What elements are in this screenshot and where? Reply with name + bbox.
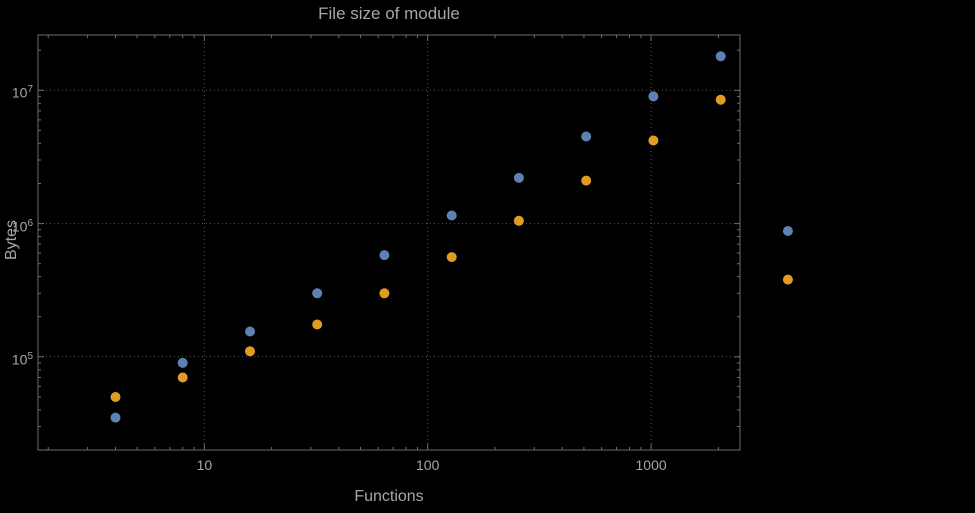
data-point-orange xyxy=(446,252,457,263)
x-tick-label: 100 xyxy=(416,457,440,473)
x-axis-label: Functions xyxy=(354,488,424,505)
data-point-orange xyxy=(715,94,726,105)
data-point-orange xyxy=(782,274,793,285)
data-point-orange xyxy=(312,319,323,330)
data-point-blue xyxy=(581,131,592,142)
data-point-blue xyxy=(715,51,726,62)
data-point-blue xyxy=(782,226,793,236)
data-point-blue xyxy=(110,412,121,423)
data-point-blue xyxy=(379,250,390,261)
chart-title: File size of module xyxy=(318,4,460,23)
plot-frame xyxy=(37,34,741,451)
y-tick-label: 107 xyxy=(11,84,33,101)
x-tick-label: 10 xyxy=(196,457,213,473)
data-point-blue xyxy=(245,326,255,337)
data-point-blue xyxy=(513,172,524,183)
y-tick-label: 106 xyxy=(11,217,33,235)
data-point-blue xyxy=(446,210,457,221)
data-point-orange xyxy=(581,175,592,186)
data-point-orange xyxy=(648,135,659,146)
x-tick-label: 1000 xyxy=(635,457,667,473)
y-tick-label: 105 xyxy=(11,350,33,368)
data-point-blue xyxy=(648,91,659,102)
data-point-orange xyxy=(513,215,524,226)
data-point-orange xyxy=(245,346,255,357)
data-point-orange xyxy=(177,372,188,383)
data-point-orange xyxy=(379,288,390,299)
data-point-blue xyxy=(312,288,323,299)
data-point-orange xyxy=(110,392,121,402)
data-point-blue xyxy=(177,357,188,368)
